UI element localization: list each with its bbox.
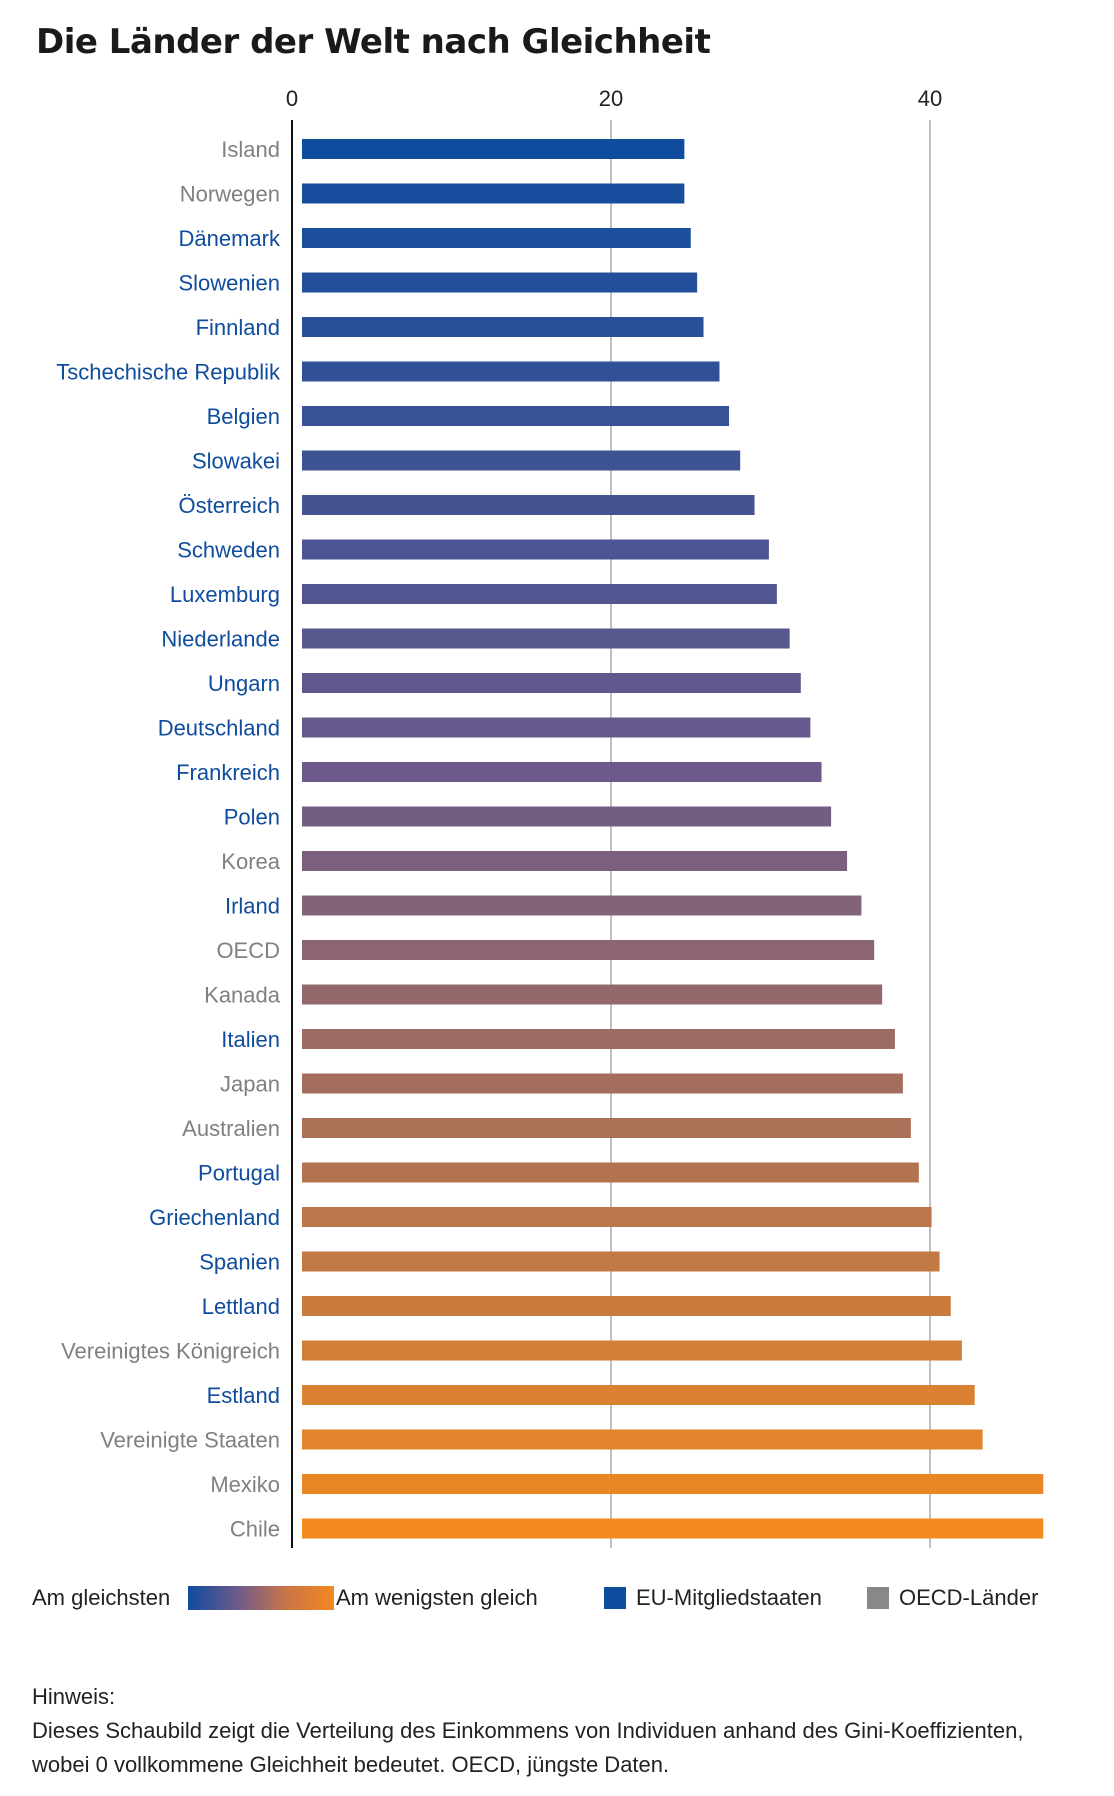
category-label: Belgien bbox=[207, 404, 280, 429]
category-label: Norwegen bbox=[180, 182, 280, 207]
legend-eu-label: EU-Mitgliedstaaten bbox=[636, 1585, 822, 1610]
chart-plot: 0 20 40 Island Norwegen Dänemark Slowenien Finn… bbox=[56, 86, 1044, 1548]
category-label: Korea bbox=[221, 849, 280, 874]
category-label: Ungarn bbox=[208, 671, 280, 696]
bar bbox=[302, 628, 790, 649]
category-label: Vereinigte Staaten bbox=[100, 1428, 280, 1453]
legend-eu-swatch bbox=[604, 1587, 626, 1609]
category-label: Tschechische Republik bbox=[56, 360, 281, 385]
bar bbox=[302, 1251, 940, 1272]
category-label: Spanien bbox=[199, 1250, 280, 1275]
category-label: Portugal bbox=[198, 1161, 280, 1186]
category-label: OECD bbox=[216, 938, 280, 963]
x-tick-label: 20 bbox=[599, 86, 623, 111]
bar bbox=[302, 851, 848, 871]
bar bbox=[302, 139, 685, 159]
x-tick-label: 40 bbox=[918, 86, 942, 111]
category-label: Frankreich bbox=[176, 760, 280, 785]
bar bbox=[302, 673, 801, 693]
bar bbox=[302, 1073, 903, 1094]
category-label: Mexiko bbox=[210, 1472, 280, 1497]
bar bbox=[302, 584, 777, 604]
legend-oecd-label: OECD-Länder bbox=[899, 1585, 1039, 1610]
category-label: Japan bbox=[220, 1072, 280, 1097]
legend-oecd-swatch bbox=[867, 1587, 889, 1609]
bar bbox=[302, 539, 769, 560]
bar bbox=[302, 1518, 1044, 1539]
category-label: Irland bbox=[225, 894, 280, 919]
category-label: Polen bbox=[224, 805, 280, 830]
category-label: Vereinigtes Königreich bbox=[61, 1339, 280, 1364]
note-heading: Hinweis: bbox=[32, 1684, 116, 1709]
bar bbox=[302, 1474, 1044, 1494]
category-label: Schweden bbox=[177, 538, 280, 563]
bar bbox=[302, 272, 698, 293]
category-label: Griechenland bbox=[149, 1205, 280, 1230]
note-line-2: wobei 0 vollkommene Gleichheit bedeutet.… bbox=[32, 1752, 670, 1777]
bar bbox=[302, 406, 730, 426]
note: Hinweis: Dieses Schaubild zeigt die Vert… bbox=[32, 1680, 1092, 1782]
category-label: Chile bbox=[230, 1517, 280, 1542]
bar bbox=[302, 317, 704, 337]
category-label: Estland bbox=[207, 1383, 280, 1408]
category-label: Australien bbox=[182, 1116, 280, 1141]
category-label: Dänemark bbox=[179, 226, 281, 251]
bar bbox=[302, 717, 811, 738]
bar bbox=[302, 1029, 895, 1049]
category-label: Kanada bbox=[204, 983, 281, 1008]
category-label: Island bbox=[221, 137, 280, 162]
bar bbox=[302, 450, 741, 471]
bar bbox=[302, 495, 755, 515]
bar bbox=[302, 806, 832, 827]
bar bbox=[302, 1207, 932, 1227]
category-label: Deutschland bbox=[158, 716, 280, 741]
note-line-1: Dieses Schaubild zeigt die Verteilung de… bbox=[32, 1718, 1024, 1743]
legend-least-equal-label: Am wenigsten gleich bbox=[336, 1585, 538, 1610]
bar bbox=[302, 984, 883, 1005]
bar bbox=[302, 228, 691, 248]
bar bbox=[302, 361, 720, 382]
legend-most-equal-label: Am gleichsten bbox=[32, 1585, 171, 1610]
category-label: Luxemburg bbox=[170, 582, 280, 607]
category-label: Österreich bbox=[179, 493, 280, 518]
bar bbox=[302, 762, 822, 782]
category-label: Finnland bbox=[196, 315, 280, 340]
bar bbox=[302, 1340, 962, 1361]
chart-title: Die Länder der Welt nach Gleichheit bbox=[36, 22, 711, 62]
bar bbox=[302, 1162, 919, 1183]
category-label: Niederlande bbox=[161, 627, 280, 652]
bar bbox=[302, 183, 685, 204]
bar bbox=[302, 1296, 951, 1316]
bar bbox=[302, 895, 862, 916]
category-label: Lettland bbox=[202, 1294, 280, 1319]
bar bbox=[302, 1118, 911, 1138]
category-label: Slowakei bbox=[192, 449, 280, 474]
bar bbox=[302, 940, 875, 960]
bar bbox=[302, 1429, 983, 1450]
legend-gradient-bar bbox=[188, 1586, 334, 1610]
legend: Am gleichsten Am wenigsten gleich EU-Mit… bbox=[32, 1580, 1092, 1616]
x-tick-label: 0 bbox=[286, 86, 298, 111]
bar bbox=[302, 1385, 975, 1405]
category-label: Slowenien bbox=[178, 271, 280, 296]
category-label: Italien bbox=[221, 1027, 280, 1052]
